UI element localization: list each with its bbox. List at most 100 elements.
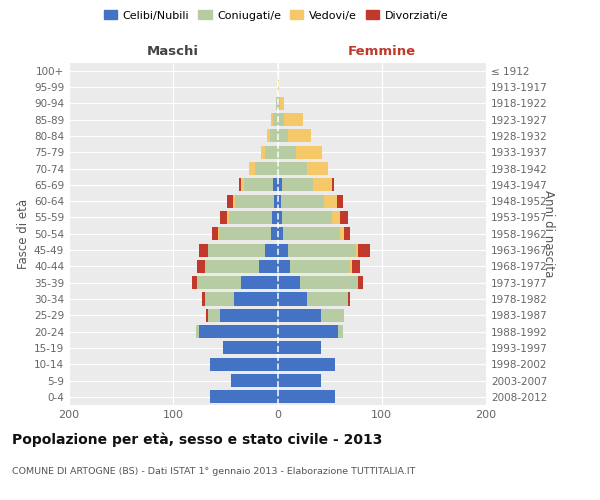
Bar bbox=[272, 211, 277, 224]
Bar bbox=[227, 211, 277, 224]
Bar bbox=[277, 358, 335, 371]
Bar bbox=[277, 325, 343, 338]
Bar bbox=[277, 260, 350, 273]
Bar bbox=[277, 309, 321, 322]
Bar bbox=[277, 211, 349, 224]
Bar bbox=[277, 244, 370, 256]
Bar bbox=[274, 194, 277, 207]
Bar bbox=[277, 162, 307, 175]
Bar bbox=[277, 162, 328, 175]
Bar bbox=[197, 276, 277, 289]
Bar bbox=[265, 146, 277, 158]
Bar bbox=[192, 276, 277, 289]
Bar bbox=[277, 358, 335, 371]
Bar bbox=[205, 260, 277, 273]
Bar bbox=[277, 374, 321, 387]
Bar bbox=[277, 309, 344, 322]
Bar bbox=[277, 292, 349, 306]
Bar bbox=[277, 390, 335, 404]
Bar bbox=[277, 113, 302, 126]
Bar bbox=[277, 390, 335, 404]
Bar bbox=[219, 227, 277, 240]
Bar bbox=[210, 390, 277, 404]
Bar bbox=[277, 194, 343, 207]
Bar bbox=[212, 227, 277, 240]
Bar bbox=[250, 162, 277, 175]
Bar bbox=[277, 374, 321, 387]
Bar bbox=[277, 309, 344, 322]
Bar bbox=[196, 325, 277, 338]
Bar bbox=[277, 178, 281, 192]
Bar bbox=[277, 342, 321, 354]
Bar bbox=[277, 130, 311, 142]
Bar bbox=[277, 146, 322, 158]
Bar bbox=[210, 358, 277, 371]
Bar bbox=[234, 292, 277, 306]
Bar bbox=[210, 390, 277, 404]
Legend: Celibi/Nubili, Coniugati/e, Vedovi/e, Divorziati/e: Celibi/Nubili, Coniugati/e, Vedovi/e, Di… bbox=[101, 8, 451, 23]
Bar bbox=[223, 342, 277, 354]
Bar bbox=[277, 276, 301, 289]
Y-axis label: Anni di nascita: Anni di nascita bbox=[542, 190, 554, 278]
Bar bbox=[277, 292, 350, 306]
Bar bbox=[277, 194, 325, 207]
Bar bbox=[277, 292, 307, 306]
Bar bbox=[277, 342, 321, 354]
Bar bbox=[230, 374, 277, 387]
Bar bbox=[205, 292, 277, 306]
Bar bbox=[277, 113, 284, 126]
Bar bbox=[199, 244, 277, 256]
Bar bbox=[227, 194, 277, 207]
Bar bbox=[277, 358, 335, 371]
Bar bbox=[277, 97, 284, 110]
Bar bbox=[277, 178, 313, 192]
Bar bbox=[277, 211, 332, 224]
Text: COMUNE DI ARTOGNE (BS) - Dati ISTAT 1° gennaio 2013 - Elaborazione TUTTITALIA.IT: COMUNE DI ARTOGNE (BS) - Dati ISTAT 1° g… bbox=[12, 468, 415, 476]
Bar bbox=[277, 244, 288, 256]
Bar bbox=[229, 211, 277, 224]
Bar bbox=[277, 178, 334, 192]
Bar bbox=[277, 227, 350, 240]
Bar bbox=[277, 130, 288, 142]
Bar bbox=[277, 97, 280, 110]
Bar bbox=[230, 374, 277, 387]
Bar bbox=[277, 260, 352, 273]
Y-axis label: Fasce di età: Fasce di età bbox=[17, 198, 30, 269]
Bar bbox=[277, 358, 335, 371]
Bar bbox=[271, 113, 277, 126]
Bar bbox=[277, 227, 340, 240]
Text: Popolazione per età, sesso e stato civile - 2013: Popolazione per età, sesso e stato civil… bbox=[12, 432, 382, 447]
Bar bbox=[277, 390, 335, 404]
Bar bbox=[241, 276, 277, 289]
Bar bbox=[277, 97, 284, 110]
Bar bbox=[206, 309, 277, 322]
Bar bbox=[277, 162, 328, 175]
Bar bbox=[241, 178, 277, 192]
Bar bbox=[277, 276, 363, 289]
Bar bbox=[277, 276, 358, 289]
Bar bbox=[220, 211, 277, 224]
Bar bbox=[277, 227, 283, 240]
Bar bbox=[277, 80, 278, 94]
Bar bbox=[259, 260, 277, 273]
Bar bbox=[277, 211, 340, 224]
Bar bbox=[277, 113, 302, 126]
Bar bbox=[261, 146, 277, 158]
Text: Maschi: Maschi bbox=[147, 44, 199, 58]
Bar bbox=[202, 292, 277, 306]
Bar bbox=[230, 374, 277, 387]
Bar bbox=[277, 146, 296, 158]
Bar bbox=[210, 358, 277, 371]
Bar bbox=[210, 358, 277, 371]
Bar bbox=[197, 260, 277, 273]
Bar bbox=[235, 194, 277, 207]
Bar bbox=[277, 292, 349, 306]
Bar bbox=[205, 292, 277, 306]
Bar bbox=[230, 374, 277, 387]
Bar bbox=[277, 374, 321, 387]
Bar bbox=[277, 130, 311, 142]
Bar bbox=[223, 342, 277, 354]
Bar bbox=[277, 227, 344, 240]
Bar bbox=[208, 309, 277, 322]
Bar bbox=[277, 309, 344, 322]
